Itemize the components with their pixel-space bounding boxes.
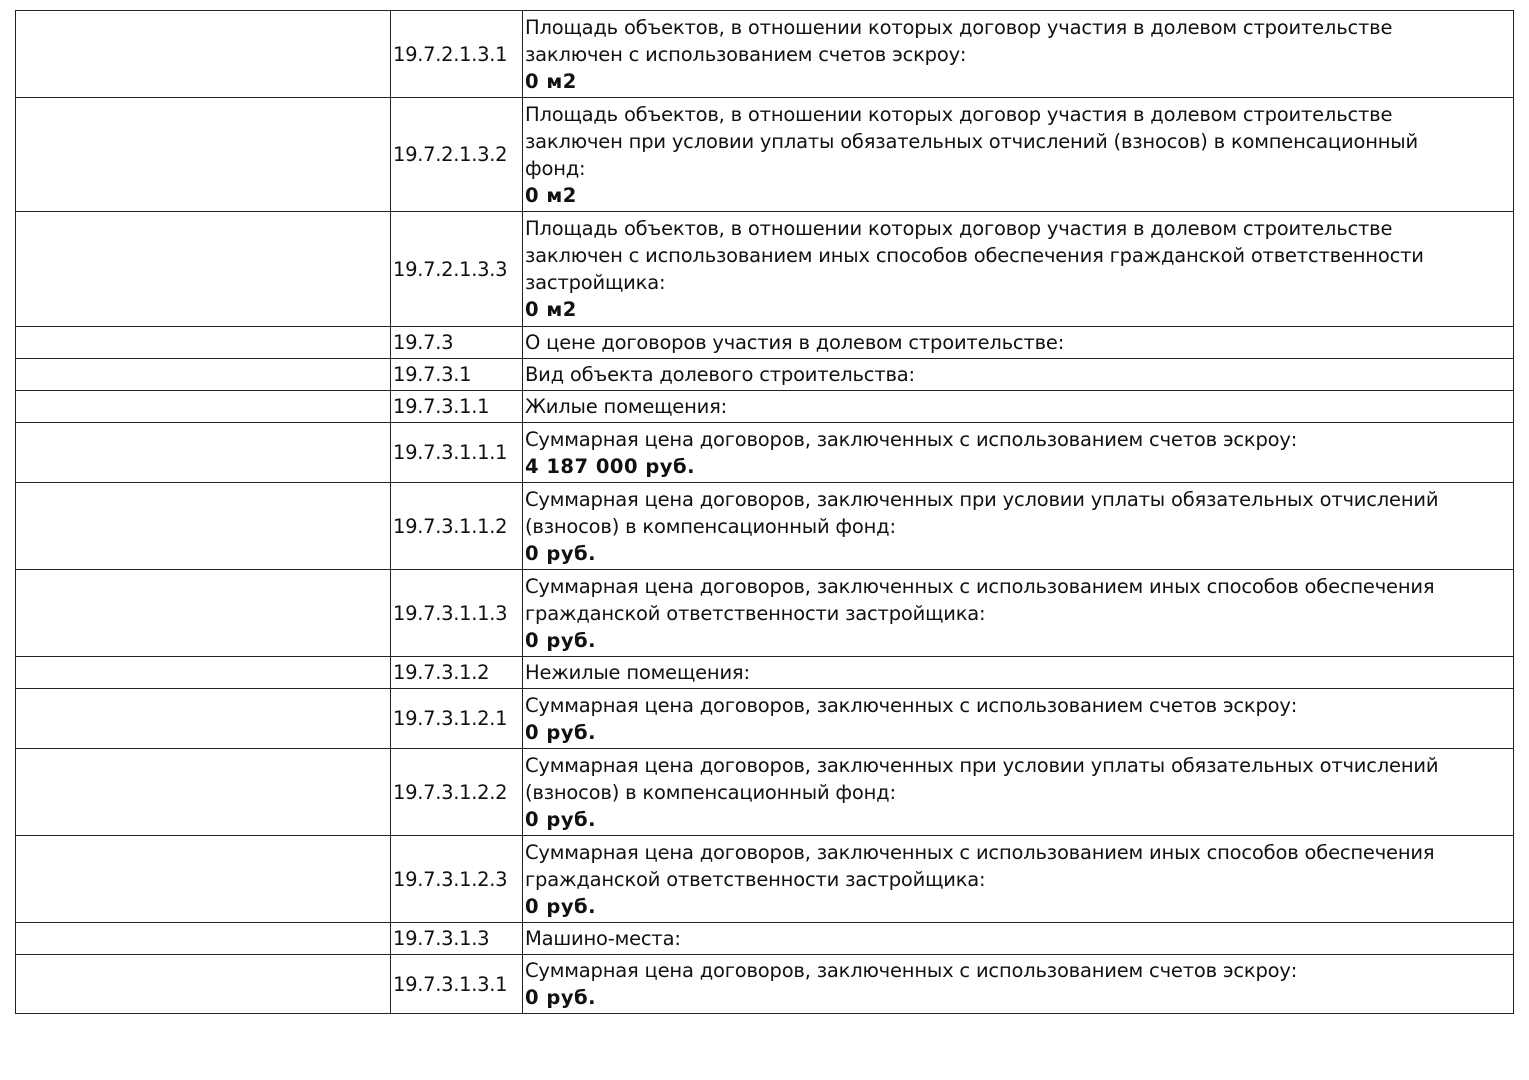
item-value: 0 руб. (525, 807, 597, 831)
description-line: Суммарная цена договоров, заключенных с … (525, 693, 1298, 717)
item-description: Площадь объектов, в отношении которых до… (522, 211, 1514, 327)
item-value: 0 руб. (525, 894, 597, 918)
item-value: 0 руб. (525, 628, 597, 652)
item-description: Жилые помещения: (522, 390, 1514, 423)
table-row: 19.7.3.1.2 Нежилые помещения: (15, 656, 1514, 689)
description-line: Жилые помещения: (525, 395, 728, 418)
disclosure-table: 19.7.2.1.3.1 Площадь объектов, в отношени… (15, 10, 1514, 1014)
item-description: Суммарная цена договоров, заключенных пр… (522, 482, 1514, 570)
description-line: (взносов) в компенсационный фонд: (525, 514, 896, 538)
empty-cell (15, 211, 391, 327)
item-description: Суммарная цена договоров, заключенных с … (522, 688, 1514, 749)
empty-cell (15, 358, 391, 391)
item-code: 19.7.3.1.3.1 (390, 954, 523, 1014)
description-line: заключен при условии уплаты обязательных… (525, 129, 1418, 153)
item-description: Вид объекта долевого строительства: (522, 358, 1514, 391)
item-description: Машино-места: (522, 922, 1514, 955)
item-code: 19.7.3.1.2 (390, 656, 523, 689)
item-code: 19.7.2.1.3.2 (390, 97, 523, 212)
empty-cell (15, 326, 391, 359)
empty-cell (15, 422, 391, 483)
description-line: Суммарная цена договоров, заключенных пр… (525, 753, 1439, 777)
description-line: Суммарная цена договоров, заключенных с … (525, 427, 1298, 451)
description-line: Площадь объектов, в отношении которых до… (525, 102, 1393, 126)
item-description: Суммарная цена договоров, заключенных с … (522, 835, 1514, 923)
item-code: 19.7.3.1 (390, 358, 523, 391)
empty-cell (15, 835, 391, 923)
empty-cell (15, 10, 391, 98)
table-row: 19.7.3.1.3.1 Суммарная цена договоров, за… (15, 954, 1514, 1014)
empty-cell (15, 748, 391, 836)
item-value: 0 м2 (525, 69, 577, 93)
item-code: 19.7.2.1.3.1 (390, 10, 523, 98)
description-line: Суммарная цена договоров, заключенных пр… (525, 487, 1439, 511)
item-value: 4 187 000 руб. (525, 454, 696, 478)
empty-cell (15, 97, 391, 212)
description-line: О цене договоров участия в долевом строи… (525, 331, 1065, 354)
item-code: 19.7.3.1.2.2 (390, 748, 523, 836)
table-row: 19.7.3.1.2.2 Суммарная цена договоров, за… (15, 748, 1514, 836)
empty-cell (15, 482, 391, 570)
empty-cell (15, 688, 391, 749)
description-line: Вид объекта долевого строительства: (525, 363, 915, 386)
item-value: 0 руб. (525, 541, 597, 565)
item-code: 19.7.3.1.3 (390, 922, 523, 955)
description-line: застройщика: (525, 271, 666, 294)
item-code: 19.7.3.1.2.3 (390, 835, 523, 923)
item-description: Суммарная цена договоров, заключенных пр… (522, 748, 1514, 836)
item-description: Площадь объектов, в отношении которых до… (522, 97, 1514, 212)
item-code: 19.7.3 (390, 326, 523, 359)
table-row: 19.7.3.1.1 Жилые помещения: (15, 390, 1514, 423)
description-line: Машино-места: (525, 927, 681, 950)
item-description: Суммарная цена договоров, заключенных с … (522, 954, 1514, 1014)
table-row: 19.7.3.1.1.2 Суммарная цена договоров, за… (15, 482, 1514, 570)
item-description: Нежилые помещения: (522, 656, 1514, 689)
item-description: Суммарная цена договоров, заключенных с … (522, 569, 1514, 657)
description-line: Суммарная цена договоров, заключенных с … (525, 959, 1298, 982)
description-line: Площадь объектов, в отношении которых до… (525, 217, 1393, 240)
item-code: 19.7.3.1.1.1 (390, 422, 523, 483)
item-code: 19.7.2.1.3.3 (390, 211, 523, 327)
table-row: 19.7.3.1.2.3 Суммарная цена договоров, за… (15, 835, 1514, 923)
item-code: 19.7.3.1.1.3 (390, 569, 523, 657)
item-value: 0 руб. (525, 986, 597, 1009)
item-description: О цене договоров участия в долевом строи… (522, 326, 1514, 359)
description-line: заключен с использованием иных способов … (525, 244, 1424, 267)
description-line: (взносов) в компенсационный фонд: (525, 780, 896, 804)
item-description: Суммарная цена договоров, заключенных с … (522, 422, 1514, 483)
description-line: гражданской ответственности застройщика: (525, 601, 986, 625)
item-code: 19.7.3.1.2.1 (390, 688, 523, 749)
description-line: заключен с использованием счетов эскроу: (525, 42, 967, 66)
empty-cell (15, 390, 391, 423)
table-row: 19.7.2.1.3.3 Площадь объектов, в отношени… (15, 211, 1514, 327)
description-line: Суммарная цена договоров, заключенных с … (525, 840, 1435, 864)
description-line: Суммарная цена договоров, заключенных с … (525, 574, 1435, 598)
empty-cell (15, 922, 391, 955)
table-row: 19.7.3.1.3 Машино-места: (15, 922, 1514, 955)
item-code: 19.7.3.1.1.2 (390, 482, 523, 570)
empty-cell (15, 656, 391, 689)
description-line: Нежилые помещения: (525, 661, 750, 684)
description-line: гражданской ответственности застройщика: (525, 867, 986, 891)
description-line: Площадь объектов, в отношении которых до… (525, 15, 1393, 39)
table-row: 19.7.2.1.3.2 Площадь объектов, в отношени… (15, 97, 1514, 212)
table-row: 19.7.3 О цене договоров участия в долевом… (15, 326, 1514, 359)
table-row: 19.7.3.1 Вид объекта долевого строительст… (15, 358, 1514, 391)
item-description: Площадь объектов, в отношении которых до… (522, 10, 1514, 98)
table-row: 19.7.3.1.1.1 Суммарная цена договоров, за… (15, 422, 1514, 483)
empty-cell (15, 569, 391, 657)
item-value: 0 м2 (525, 298, 577, 321)
table-row: 19.7.3.1.1.3 Суммарная цена договоров, за… (15, 569, 1514, 657)
item-value: 0 м2 (525, 183, 577, 207)
table-row: 19.7.2.1.3.1 Площадь объектов, в отношени… (15, 10, 1514, 98)
empty-cell (15, 954, 391, 1014)
item-code: 19.7.3.1.1 (390, 390, 523, 423)
table-row: 19.7.3.1.2.1 Суммарная цена договоров, за… (15, 688, 1514, 749)
description-line: фонд: (525, 156, 586, 180)
item-value: 0 руб. (525, 720, 597, 744)
